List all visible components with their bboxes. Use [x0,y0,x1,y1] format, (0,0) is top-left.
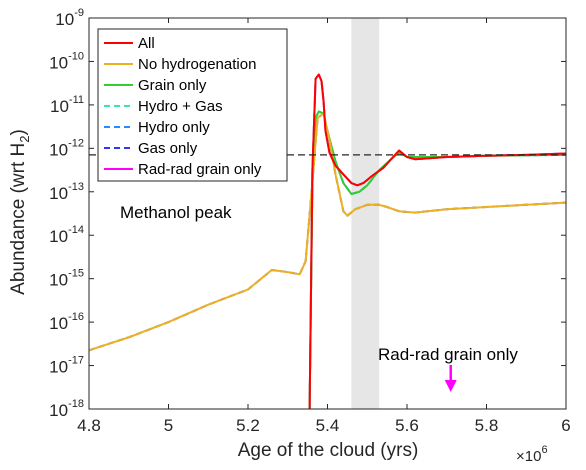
series-line-2 [308,110,567,410]
series-layer [88,73,567,410]
legend-label-5: Gas only [138,140,198,157]
y-tick-label-1: 10-17 [49,355,84,377]
x-tick-label-6: 6 [561,416,570,435]
x-tick-label-1: 5 [164,416,173,435]
legend-label-6: Rad-rad grain only [138,161,262,178]
radrad-arrow-head [444,380,457,392]
x-tick-label-5: 5.8 [475,416,499,435]
ticks-layer: 4.8 5 5.2 5.4 5.6 5.8 6 10-18 10-17 10-16 10-15 10-… [49,7,571,435]
y-tick-label-4: 10-14 [49,224,84,246]
x-multiplier-exp: 6 [541,444,547,456]
y-tick-label-0: 10-18 [49,398,84,420]
x-multiplier-base: ×10 [516,448,541,465]
x-axis-label: Age of the cloud (yrs) [238,440,419,461]
axes-frame [88,17,567,410]
y-tick-label-8: 10-10 [49,50,84,72]
y-axis-label-tail: ) [8,129,29,135]
y-axis-label: Abundance (wrt H2) [8,129,32,295]
y-tick-label-7: 10-11 [50,94,84,116]
y-tick-label-2: 10-16 [49,311,84,333]
y-axis-label-sub: 2 [17,136,32,143]
legend-label-0: All [138,35,155,52]
y-tick-label-5: 10-13 [49,181,84,203]
legend-label-1: No hydrogenation [138,56,256,73]
y-tick-label-6: 10-12 [49,137,84,159]
x-tick-label-2: 5.2 [236,416,260,435]
y-tick-label-3: 10-15 [49,268,84,290]
radrad-annotation: Rad-rad grain only [378,345,518,364]
series-line-0 [308,73,567,410]
methanol-peak-annotation: Methanol peak [120,203,232,222]
legend-label-3: Hydro + Gas [138,98,223,115]
legend-label-4: Hydro only [138,119,210,136]
x-multiplier: ×106 [516,444,548,465]
legend-label-2: Grain only [138,77,207,94]
y-axis-label-main: Abundance (wrt H [8,143,29,295]
legend: All No hydrogenation Grain only Hydro + Gas… [97,28,288,182]
shaded-region [351,18,380,409]
x-tick-label-0: 4.8 [77,416,101,435]
x-tick-label-3: 5.4 [316,416,340,435]
radrad-arrow [444,365,457,392]
y-tick-label-9: 10-9 [55,7,84,29]
x-tick-label-4: 5.6 [395,416,419,435]
